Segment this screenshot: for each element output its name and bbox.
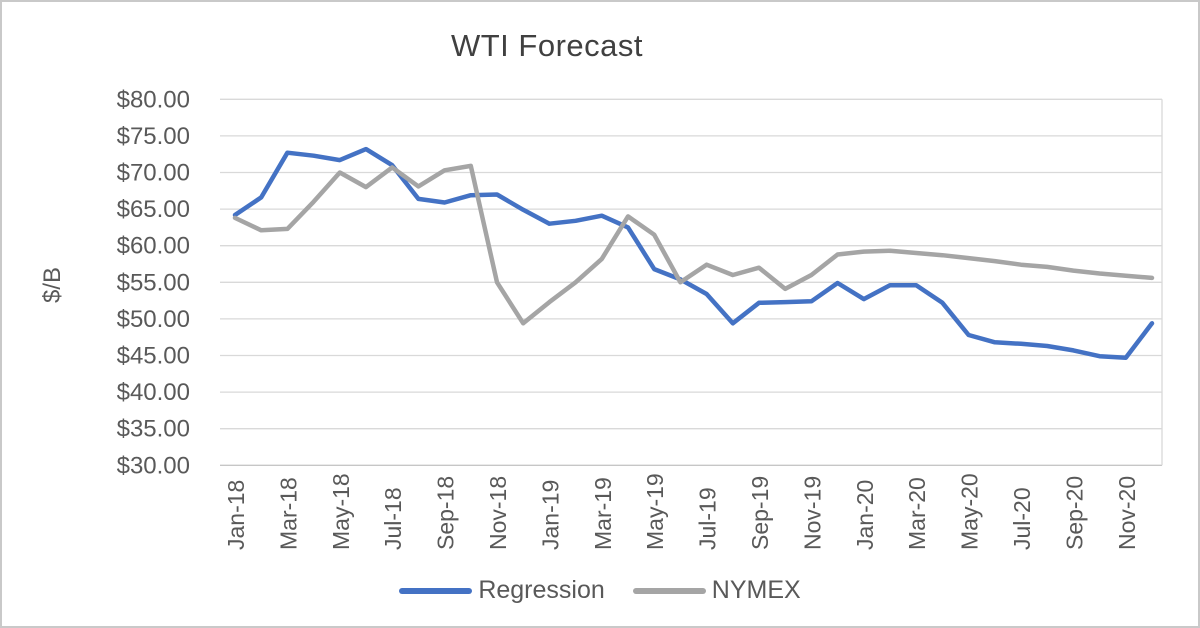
- y-tick-label: $50.00: [117, 306, 190, 333]
- y-tick-label: $60.00: [117, 233, 190, 260]
- x-tick-label: Sep-19: [747, 476, 773, 550]
- x-tick-label: Jul-19: [695, 487, 721, 550]
- y-axis-title: $/B: [39, 267, 66, 303]
- nymex-line-swatch: [632, 587, 706, 594]
- x-axis-labels: Jan-18 Mar-18 May-18 Jul-18 Sep-18 Nov-18 Jan-…: [223, 473, 1140, 550]
- regression-line-swatch: [399, 587, 473, 594]
- x-tick-label: Nov-18: [485, 476, 511, 550]
- legend-item-nymex: NYMEX: [632, 576, 801, 605]
- x-tick-label: Jul-18: [380, 487, 406, 550]
- x-tick-label: May-18: [328, 473, 354, 550]
- x-tick-label: Jan-19: [537, 480, 563, 550]
- regression-line: [232, 146, 1155, 360]
- y-tick-label: $75.00: [117, 123, 190, 150]
- series-lines: [232, 146, 1155, 360]
- x-tick-label: Jan-18: [223, 480, 249, 550]
- chart-title: WTI Forecast: [450, 28, 643, 63]
- x-tick-label: May-20: [957, 473, 983, 550]
- legend: Regression NYMEX: [2, 576, 1198, 605]
- legend-label-nymex: NYMEX: [711, 576, 801, 604]
- y-tick-label: $70.00: [117, 160, 190, 187]
- x-tick-label: Mar-20: [904, 477, 930, 550]
- x-tick-label: Sep-18: [433, 476, 459, 550]
- y-tick-label: $30.00: [117, 452, 190, 479]
- y-axis-labels: $80.00 $75.00 $70.00 $65.00 $60.00 $55.00 $50.…: [117, 86, 190, 479]
- x-tick-label: Nov-19: [799, 476, 825, 550]
- y-tick-label: $55.00: [117, 269, 190, 296]
- y-tick-label: $35.00: [117, 416, 190, 443]
- y-tick-label: $65.00: [117, 196, 190, 223]
- legend-label-regression: Regression: [478, 576, 605, 604]
- x-tick-label: May-19: [642, 473, 668, 550]
- y-tick-label: $45.00: [117, 343, 190, 370]
- x-tick-label: Mar-18: [275, 477, 301, 550]
- x-tick-label: Mar-19: [590, 477, 616, 550]
- x-tick-label: Jan-20: [852, 480, 878, 550]
- x-tick-label: Jul-20: [1009, 487, 1035, 550]
- gridlines: [220, 98, 1163, 466]
- x-tick-label: Sep-20: [1061, 476, 1087, 550]
- legend-item-regression: Regression: [399, 576, 605, 605]
- nymex-line: [232, 163, 1155, 326]
- x-tick-label: Nov-20: [1114, 476, 1140, 550]
- y-tick-label: $40.00: [117, 379, 190, 406]
- y-tick-label: $80.00: [117, 86, 190, 113]
